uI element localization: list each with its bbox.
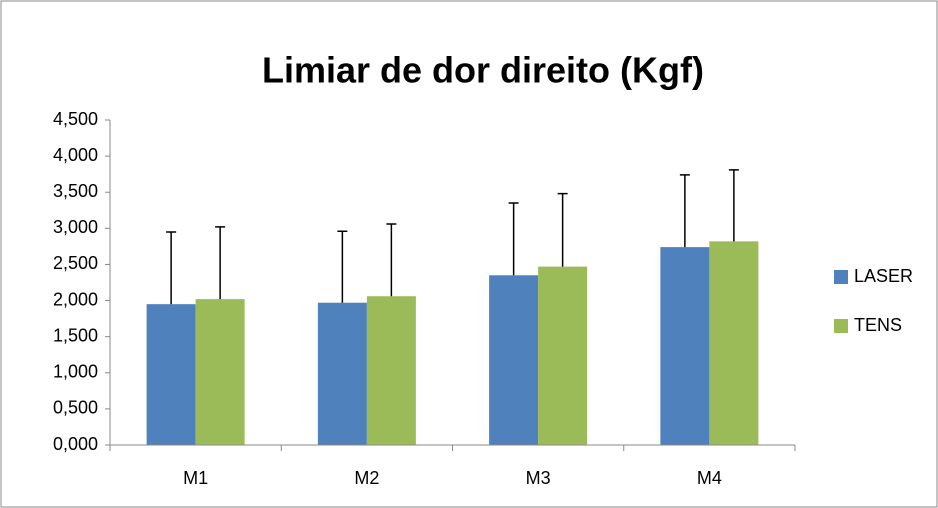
bar — [317, 302, 367, 445]
y-tick-label: 0,500 — [53, 398, 98, 418]
bar — [660, 247, 710, 445]
error-bar — [728, 169, 739, 242]
error-bar — [557, 192, 568, 267]
chart-title: Limiar de dor direito (Kgf) — [262, 50, 704, 91]
y-tick-label: 4,000 — [53, 145, 98, 165]
y-tick-label: 4,500 — [53, 109, 98, 129]
y-tick-label: 1,000 — [53, 362, 98, 382]
legend-swatch — [834, 270, 848, 284]
error-bar — [215, 226, 226, 300]
x-tick-label: M2 — [354, 468, 379, 488]
legend-swatch — [834, 319, 848, 333]
y-tick-label: 2,500 — [53, 253, 98, 273]
bar — [709, 241, 759, 445]
error-bar — [166, 231, 177, 305]
y-tick-label: 1,500 — [53, 325, 98, 345]
bar — [146, 304, 196, 445]
y-tick-label: 2,000 — [53, 289, 98, 309]
y-tick-label: 3,000 — [53, 217, 98, 237]
bar — [538, 266, 588, 445]
error-bar — [386, 223, 397, 297]
bar — [489, 275, 539, 445]
error-bar — [679, 174, 690, 248]
bar — [195, 299, 245, 445]
legend-label: TENS — [854, 315, 902, 335]
y-tick-label: 3,500 — [53, 181, 98, 201]
legend-label: LASER — [854, 266, 913, 286]
bar — [366, 296, 416, 445]
x-tick-label: M4 — [697, 468, 722, 488]
y-tick-label: 0,000 — [53, 434, 98, 454]
error-bar — [337, 230, 348, 303]
error-bar — [508, 202, 519, 276]
x-tick-label: M3 — [526, 468, 551, 488]
x-tick-label: M1 — [183, 468, 208, 488]
